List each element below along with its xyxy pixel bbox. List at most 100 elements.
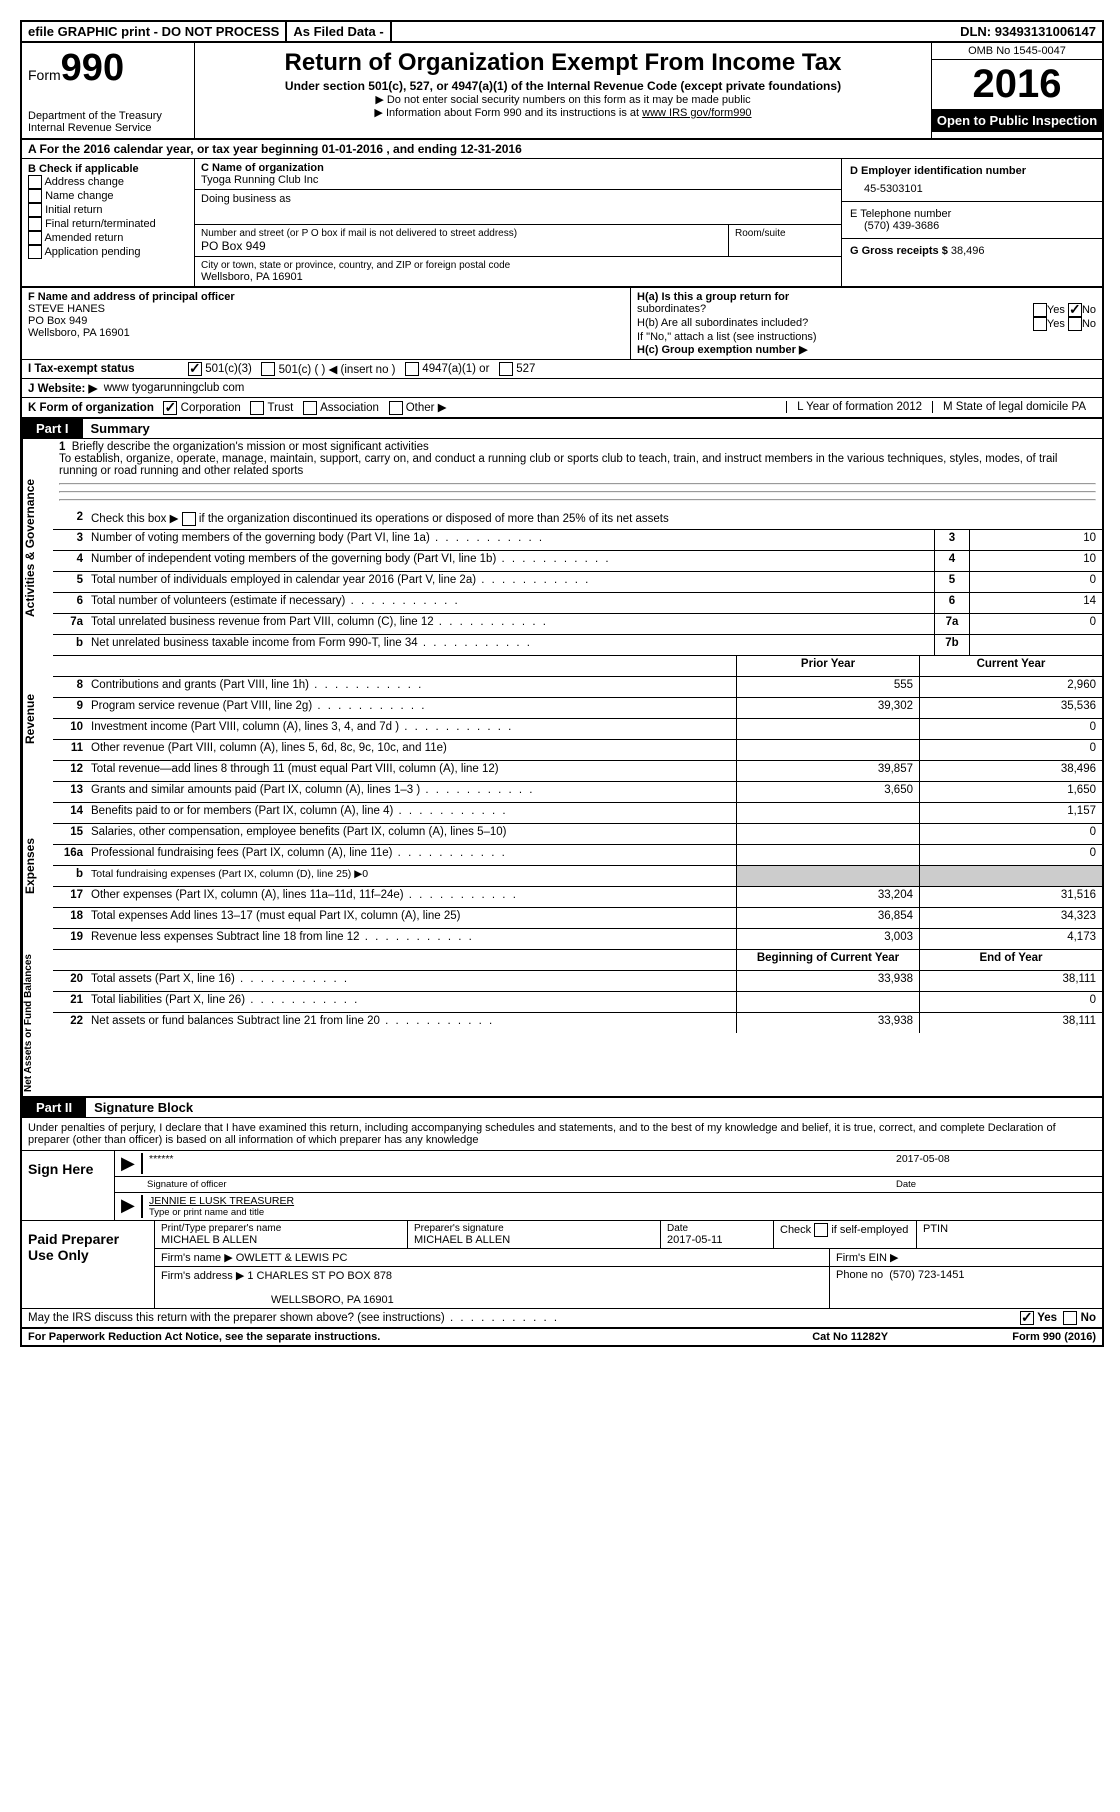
sig-date: 2017-05-08 bbox=[896, 1153, 1096, 1174]
line-4: 4Number of independent voting members of… bbox=[53, 551, 1102, 572]
discuss-row: May the IRS discuss this return with the… bbox=[22, 1309, 1102, 1328]
row-fh: F Name and address of principal officer … bbox=[22, 288, 1102, 360]
header-center: Return of Organization Exempt From Incom… bbox=[195, 43, 932, 138]
hb-yes[interactable] bbox=[1033, 317, 1047, 331]
line-16b: bTotal fundraising expenses (Part IX, co… bbox=[53, 866, 1102, 887]
form-ref: Form 990 (2016) bbox=[1012, 1331, 1096, 1343]
cb-name-change: Name change bbox=[28, 189, 188, 203]
address-row: Number and street (or P O box if mail is… bbox=[195, 225, 841, 257]
line-21: 21Total liabilities (Part X, line 26)0 bbox=[53, 992, 1102, 1013]
summary-expenses: Expenses 13Grants and similar amounts pa… bbox=[22, 782, 1102, 950]
line-5: 5Total number of individuals employed in… bbox=[53, 572, 1102, 593]
cb-501c3[interactable] bbox=[188, 362, 202, 376]
firm-ein: Firm's EIN ▶ bbox=[830, 1249, 1102, 1266]
form-subtitle: Under section 501(c), 527, or 4947(a)(1)… bbox=[205, 79, 921, 93]
dept-treasury: Department of the Treasury bbox=[28, 110, 188, 122]
cb-assoc[interactable] bbox=[303, 401, 317, 415]
efile-notice: efile GRAPHIC print - DO NOT PROCESS bbox=[22, 22, 287, 41]
ha-no[interactable] bbox=[1068, 303, 1082, 317]
row-i-tax-status: I Tax-exempt status 501(c)(3) 501(c) ( )… bbox=[22, 360, 1102, 379]
row-a-tax-year: A For the 2016 calendar year, or tax yea… bbox=[22, 140, 1102, 159]
line-1: 1 Briefly describe the organization's mi… bbox=[53, 439, 1102, 509]
cb-527[interactable] bbox=[499, 362, 513, 376]
line-7b: bNet unrelated business taxable income f… bbox=[53, 635, 1102, 656]
line-13: 13Grants and similar amounts paid (Part … bbox=[53, 782, 1102, 803]
cb-4947[interactable] bbox=[405, 362, 419, 376]
ptin: PTIN bbox=[917, 1221, 1102, 1248]
col-d-ein: D Employer identification number 45-5303… bbox=[842, 159, 1102, 286]
cb-pending: Application pending bbox=[28, 245, 188, 259]
line-22: 22Net assets or fund balances Subtract l… bbox=[53, 1013, 1102, 1033]
col-headers-net: Beginning of Current YearEnd of Year bbox=[53, 950, 1102, 971]
line-10: 10Investment income (Part VIII, column (… bbox=[53, 719, 1102, 740]
summary-governance: Activities & Governance 1 Briefly descri… bbox=[22, 439, 1102, 656]
year-formation: L Year of formation 2012 bbox=[786, 401, 932, 413]
line-3: 3Number of voting members of the governi… bbox=[53, 530, 1102, 551]
cb-trust[interactable] bbox=[250, 401, 264, 415]
tel-cell: E Telephone number (570) 439-3686 bbox=[842, 202, 1102, 239]
org-address: PO Box 949 bbox=[201, 239, 722, 253]
cb-amended: Amended return bbox=[28, 231, 188, 245]
line-2: 2 Check this box ▶ if the organization d… bbox=[53, 509, 1102, 530]
cb-discuss-no[interactable] bbox=[1063, 1311, 1077, 1325]
room-suite: Room/suite bbox=[729, 225, 841, 256]
note-info: ▶ Information about Form 990 and its ins… bbox=[205, 106, 921, 119]
col-headers-rev: Prior YearCurrent Year bbox=[53, 656, 1102, 677]
firm-address-row: Firm's address ▶ 1 CHARLES ST PO BOX 878… bbox=[155, 1267, 1102, 1308]
line-9: 9Program service revenue (Part VIII, lin… bbox=[53, 698, 1102, 719]
preparer-name-row: Print/Type preparer's nameMICHAEL B ALLE… bbox=[155, 1221, 1102, 1249]
irs: Internal Revenue Service bbox=[28, 122, 188, 134]
group-return: H(a) Is this a group return for subordin… bbox=[631, 288, 1102, 359]
section-bcd: B Check if applicable Address change Nam… bbox=[22, 159, 1102, 288]
officer-name: JENNIE E LUSK TREASURER bbox=[149, 1195, 1096, 1207]
ein-cell: D Employer identification number 45-5303… bbox=[842, 159, 1102, 202]
line-11: 11Other revenue (Part VIII, column (A), … bbox=[53, 740, 1102, 761]
state-domicile: M State of legal domicile PA bbox=[932, 401, 1096, 413]
dln: DLN: 93493131006147 bbox=[954, 22, 1102, 41]
side-revenue: Revenue bbox=[22, 656, 53, 782]
row-k-form-org: K Form of organization Corporation Trust… bbox=[22, 398, 1102, 419]
topbar: efile GRAPHIC print - DO NOT PROCESS As … bbox=[22, 22, 1102, 43]
ha-yes[interactable] bbox=[1033, 303, 1047, 317]
principal-officer: F Name and address of principal officer … bbox=[22, 288, 631, 359]
line-14: 14Benefits paid to or for members (Part … bbox=[53, 803, 1102, 824]
summary-revenue: Revenue Prior YearCurrent Year 8Contribu… bbox=[22, 656, 1102, 782]
line-20: 20Total assets (Part X, line 16)33,93838… bbox=[53, 971, 1102, 992]
irs-link[interactable]: www IRS gov/form990 bbox=[642, 107, 751, 119]
line-19: 19Revenue less expenses Subtract line 18… bbox=[53, 929, 1102, 950]
hb-no[interactable] bbox=[1068, 317, 1082, 331]
form-header: Form990 Department of the Treasury Inter… bbox=[22, 43, 1102, 140]
cb-initial-return: Initial return bbox=[28, 203, 188, 217]
city-cell: City or town, state or province, country… bbox=[195, 257, 841, 286]
col-b-checkboxes: B Check if applicable Address change Nam… bbox=[22, 159, 195, 286]
header-left: Form990 Department of the Treasury Inter… bbox=[22, 43, 195, 138]
firm-name-row: Firm's name ▶ OWLETT & LEWIS PC Firm's E… bbox=[155, 1249, 1102, 1267]
form-990-page: efile GRAPHIC print - DO NOT PROCESS As … bbox=[20, 20, 1104, 1347]
paid-preparer-label: Paid Preparer Use Only bbox=[22, 1221, 155, 1308]
page-footer: For Paperwork Reduction Act Notice, see … bbox=[22, 1328, 1102, 1345]
cb-discontinued[interactable] bbox=[182, 512, 196, 526]
part2-header: Part II Signature Block bbox=[22, 1098, 1102, 1118]
side-expenses: Expenses bbox=[22, 782, 53, 950]
note-ssn: ▶ Do not enter social security numbers o… bbox=[205, 93, 921, 106]
gross-cell: G Gross receipts $ 38,496 bbox=[842, 239, 1102, 263]
mission-text: To establish, organize, operate, manage,… bbox=[59, 453, 1057, 477]
perjury-declaration: Under penalties of perjury, I declare th… bbox=[22, 1118, 1102, 1151]
summary-netassets: Net Assets or Fund Balances Beginning of… bbox=[22, 950, 1102, 1098]
open-inspection: Open to Public Inspection bbox=[932, 109, 1102, 132]
cb-discuss-yes[interactable] bbox=[1020, 1311, 1034, 1325]
line-17: 17Other expenses (Part IX, column (A), l… bbox=[53, 887, 1102, 908]
cb-corp[interactable] bbox=[163, 401, 177, 415]
omb-number: OMB No 1545-0047 bbox=[932, 43, 1102, 60]
org-name-cell: C Name of organization Tyoga Running Clu… bbox=[195, 159, 841, 190]
website-url[interactable]: www tyogarunningclub com bbox=[104, 382, 245, 394]
cb-address-change: Address change bbox=[28, 175, 188, 189]
cb-self-employed[interactable] bbox=[814, 1223, 828, 1237]
line-18: 18Total expenses Add lines 13–17 (must e… bbox=[53, 908, 1102, 929]
as-filed: As Filed Data - bbox=[287, 22, 391, 41]
gross-receipts: 38,496 bbox=[951, 245, 985, 257]
line-15: 15Salaries, other compensation, employee… bbox=[53, 824, 1102, 845]
tax-year: 2016 bbox=[932, 60, 1102, 109]
cb-501c[interactable] bbox=[261, 362, 275, 376]
cb-other[interactable] bbox=[389, 401, 403, 415]
